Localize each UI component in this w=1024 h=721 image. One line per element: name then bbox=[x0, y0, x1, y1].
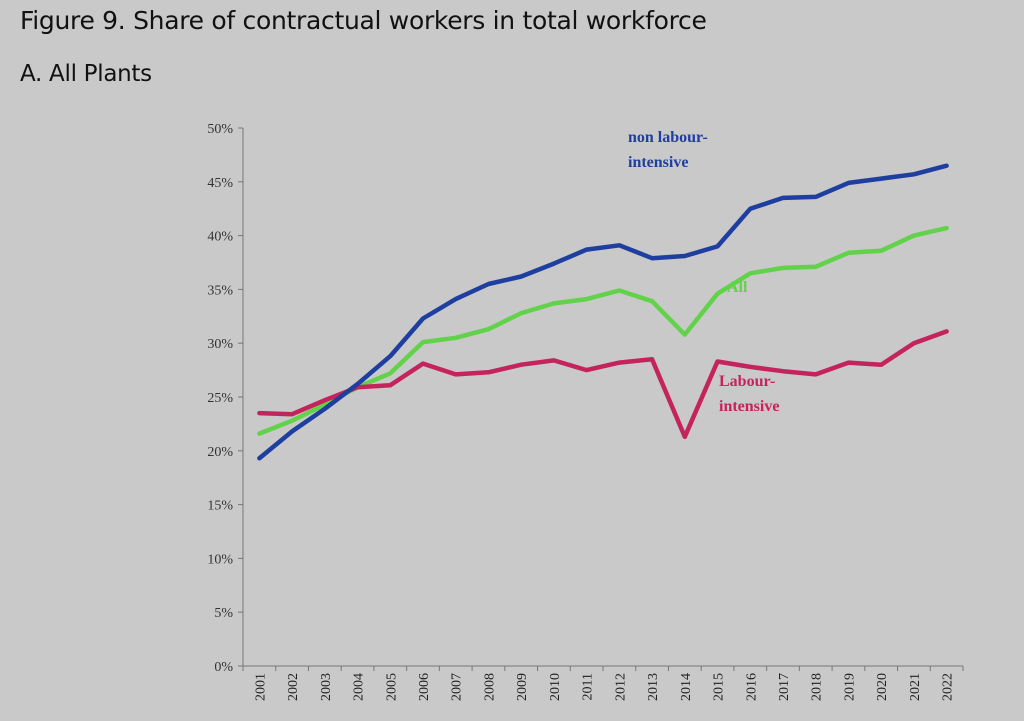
y-tick-label: 10% bbox=[207, 552, 233, 567]
series-label: intensive bbox=[719, 398, 779, 415]
x-tick-label: 2021 bbox=[908, 673, 923, 701]
x-tick-label: 2016 bbox=[744, 673, 759, 701]
y-tick-label: 5% bbox=[214, 606, 233, 621]
x-tick-label: 2022 bbox=[941, 673, 956, 701]
series-label: All bbox=[727, 279, 748, 296]
y-tick-label: 15% bbox=[207, 499, 233, 514]
y-tick-label: 50% bbox=[207, 122, 233, 137]
series-label: Labour- bbox=[719, 373, 775, 390]
x-tick-label: 2018 bbox=[810, 673, 825, 701]
x-tick-label: 2014 bbox=[679, 673, 694, 701]
x-tick-label: 2017 bbox=[777, 673, 792, 701]
x-tick-label: 2006 bbox=[417, 673, 432, 701]
x-tick-label: 2020 bbox=[875, 673, 890, 701]
y-tick-label: 20% bbox=[207, 445, 233, 460]
y-tick-label: 25% bbox=[207, 391, 233, 406]
y-tick-label: 40% bbox=[207, 230, 233, 245]
x-tick-label: 2011 bbox=[581, 673, 596, 700]
x-tick-label: 2005 bbox=[384, 673, 399, 701]
panel-title: A. All Plants bbox=[20, 61, 152, 87]
y-tick-label: 35% bbox=[207, 283, 233, 298]
series-label: non labour- bbox=[628, 129, 708, 146]
figure-title: Figure 9. Share of contractual workers i… bbox=[20, 6, 707, 35]
x-tick-label: 2013 bbox=[646, 673, 661, 701]
x-tick-label: 2004 bbox=[352, 673, 367, 701]
x-tick-label: 2012 bbox=[613, 673, 628, 701]
y-tick-label: 0% bbox=[214, 660, 233, 675]
x-tick-label: 2019 bbox=[842, 673, 857, 701]
y-tick-label: 30% bbox=[207, 337, 233, 352]
series-label: intensive bbox=[628, 154, 688, 171]
y-tick-label: 45% bbox=[207, 176, 233, 191]
x-tick-label: 2008 bbox=[482, 673, 497, 701]
x-tick-label: 2010 bbox=[548, 673, 563, 701]
x-tick-label: 2001 bbox=[253, 673, 268, 701]
x-tick-label: 2009 bbox=[515, 673, 530, 701]
x-tick-label: 2015 bbox=[712, 673, 727, 701]
x-tick-label: 2007 bbox=[450, 673, 465, 701]
x-tick-label: 2003 bbox=[319, 673, 334, 701]
x-tick-label: 2002 bbox=[286, 673, 301, 701]
series-line-labour-intensive bbox=[257, 329, 949, 440]
series-line-all bbox=[257, 225, 949, 436]
series-line-non-labour-intensive bbox=[257, 163, 949, 461]
